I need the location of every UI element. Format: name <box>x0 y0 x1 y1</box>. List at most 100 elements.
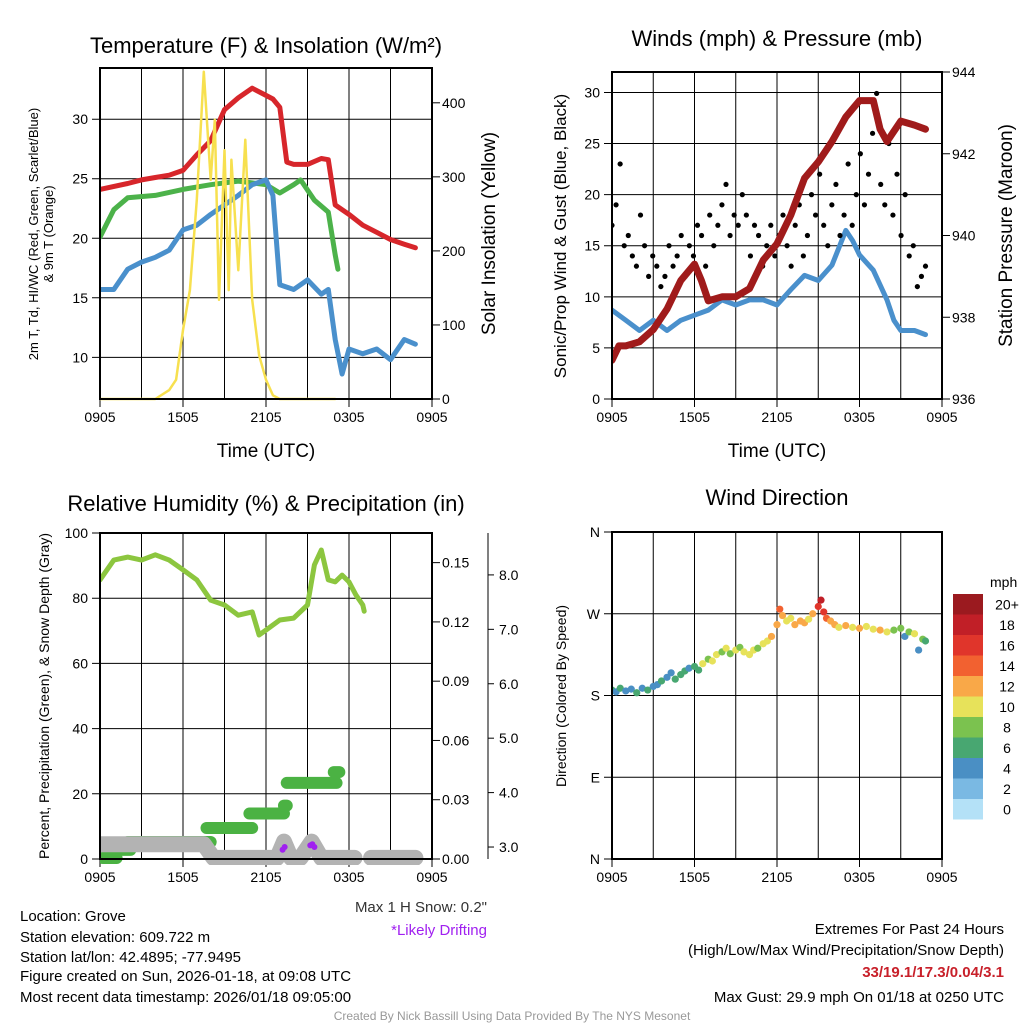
chart-title: Relative Humidity (%) & Precipitation (i… <box>67 491 464 516</box>
y-tick-label: 20 <box>72 230 88 246</box>
gust-point <box>849 222 855 228</box>
gust-point <box>914 283 920 290</box>
gust-point <box>633 263 640 269</box>
wind-direction-point <box>657 677 666 685</box>
y2-axis-label: Station Pressure (Maroon) <box>996 124 1017 347</box>
relative-humidity-line <box>100 547 367 638</box>
y-axis-label: 2m T, Td, HI/WC (Red, Green, Scarlet/Blu… <box>26 108 41 360</box>
wind-direction-point <box>726 650 734 658</box>
wind-direction-point <box>915 646 923 654</box>
gust-point <box>922 263 929 269</box>
gust-point <box>878 181 884 188</box>
y2-tick-label: 942 <box>952 146 976 162</box>
wind-direction-point <box>890 626 898 634</box>
station-location: Location: Grove <box>20 908 126 925</box>
max-snow-annotation: Max 1 H Snow: 0.2" <box>354 899 487 916</box>
x-tick-label: 2105 <box>761 869 792 885</box>
x-tick-label: 0905 <box>926 409 957 425</box>
gust-point <box>727 232 733 239</box>
gust-point <box>768 222 774 228</box>
colorbar-swatch <box>953 799 983 820</box>
x-tick-label: 0305 <box>333 869 364 885</box>
gust-point <box>755 232 762 239</box>
station-elevation: Station elevation: 609.722 m <box>20 929 211 946</box>
gust-point <box>711 243 717 249</box>
wind-direction-point <box>699 660 707 668</box>
hi-wc-line <box>100 177 418 377</box>
y2-tick-label: 0.00 <box>442 851 469 867</box>
gust-point <box>751 222 758 228</box>
colorbar-label: 14 <box>999 658 1015 674</box>
y-tick-label: 20 <box>584 187 600 203</box>
gust-point <box>637 212 644 218</box>
snow-axis-tick-label: 8.0 <box>499 567 519 583</box>
extremes-legend: (High/Low/Max Wind/Precipitation/Snow De… <box>688 942 1004 959</box>
plot-area <box>100 70 418 401</box>
wind-direction-point <box>671 675 679 683</box>
gust-point <box>800 253 806 259</box>
colorbar-label: 18 <box>999 617 1015 633</box>
gust-point <box>641 243 648 249</box>
wind-direction-point <box>685 664 693 672</box>
wind-direction-point <box>773 621 781 629</box>
plot-area <box>612 596 930 697</box>
colorbar-swatch <box>953 676 983 697</box>
wind-direction-point <box>740 648 748 656</box>
wind-direction-point <box>805 615 813 623</box>
extremes-values: 33/19.1/17.3/0.04/3.1 <box>862 964 1004 981</box>
x-tick-label: 2105 <box>250 869 281 885</box>
y-tick-label: 100 <box>65 525 89 541</box>
gust-point <box>837 232 843 239</box>
gust-point <box>698 232 705 239</box>
gust-point <box>629 253 635 259</box>
y-tick-label: 10 <box>72 349 88 365</box>
gust-point <box>882 202 888 208</box>
credit-line: Created By Nick Bassill Using Data Provi… <box>333 1009 691 1023</box>
wind-direction-point <box>910 630 919 638</box>
wind-direction-point <box>712 651 721 659</box>
colorbar-swatch <box>953 778 983 799</box>
max-gust: Max Gust: 29.9 mph On 01/18 at 0250 UTC <box>713 989 1004 1006</box>
gust-point <box>662 273 668 279</box>
gust-point <box>674 253 680 259</box>
wind-direction-point <box>616 684 624 692</box>
y-axis-label: & 9m T (Orange) <box>41 185 56 282</box>
wind-direction-point <box>855 624 864 632</box>
gust-point <box>715 222 721 228</box>
gust-point <box>821 222 827 228</box>
colorbar-swatch <box>953 594 983 615</box>
x-tick-label: 2105 <box>250 409 281 425</box>
gust-point <box>670 263 676 269</box>
y-tick-label: S <box>591 688 600 704</box>
plot-frame <box>611 71 943 400</box>
y-tick-label: W <box>587 606 601 622</box>
y2-tick-label: 0.09 <box>442 673 469 689</box>
gust-point <box>902 192 908 198</box>
gust-point <box>739 192 745 198</box>
wind-direction-point <box>638 684 646 692</box>
wind-direction-point <box>814 602 822 611</box>
gust-point <box>731 212 737 218</box>
snow-axis-tick-label: 6.0 <box>499 676 519 692</box>
gust-point <box>772 253 778 259</box>
x-tick-label: 2105 <box>761 409 792 425</box>
colorbar-label: 2 <box>1003 781 1011 797</box>
wind-direction-point <box>622 687 630 695</box>
x-tick-label: 0905 <box>926 869 957 885</box>
gust-point <box>808 192 815 198</box>
gust-point <box>898 232 904 239</box>
y-tick-label: 5 <box>592 340 600 356</box>
colorbar-label: 8 <box>1003 719 1011 735</box>
wind-direction-point <box>722 644 730 652</box>
plot-area <box>100 547 424 865</box>
colorbar-label: 6 <box>1003 740 1011 756</box>
gust-point <box>894 171 900 177</box>
gust-point <box>865 171 872 177</box>
y2-tick-label: 936 <box>952 391 976 407</box>
plot-frame <box>99 67 433 400</box>
colorbar-swatch <box>953 696 983 717</box>
gust-point <box>743 212 749 218</box>
colorbar-label: 16 <box>999 637 1015 653</box>
wind-direction-point <box>644 686 652 694</box>
